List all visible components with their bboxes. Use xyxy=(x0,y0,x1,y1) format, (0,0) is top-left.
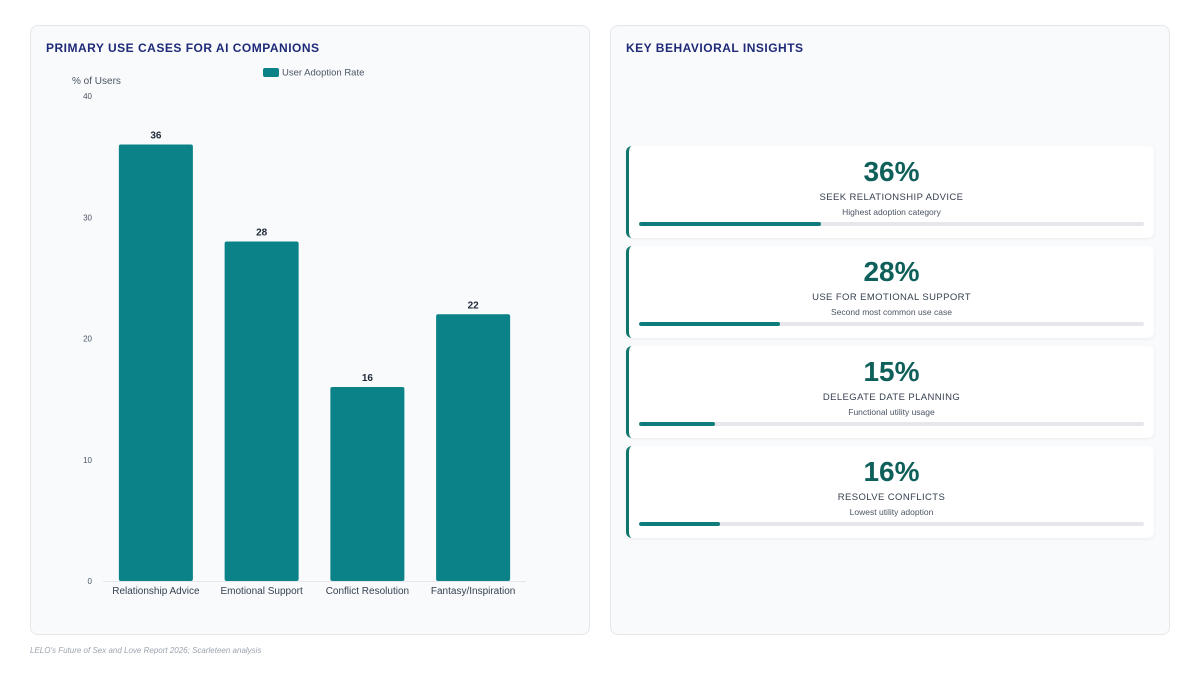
chart-panel: User Adoption Rate % of Users 0 10 20 30 40 36 R… xyxy=(30,25,590,635)
progress-track xyxy=(639,222,1144,226)
progress-track xyxy=(639,522,1144,526)
insight-subtext: Second most common use case xyxy=(831,307,952,317)
x-tick-label: Emotional Support xyxy=(220,586,302,597)
insight-card: 36% SEEK RELATIONSHIP ADVICE Highest ado… xyxy=(626,146,1154,238)
y-tick-label: 0 xyxy=(88,577,93,586)
insight-subtext: Functional utility usage xyxy=(848,407,935,417)
legend-label: User Adoption Rate xyxy=(282,68,364,79)
data-label: 28 xyxy=(256,228,268,239)
insight-subtext: Lowest utility adoption xyxy=(849,507,934,517)
legend-swatch xyxy=(263,68,279,77)
bar xyxy=(330,387,405,581)
bar xyxy=(118,144,193,581)
data-label: 16 xyxy=(362,373,374,384)
insight-value: 28% xyxy=(863,256,920,287)
insight-subtext: Highest adoption category xyxy=(842,207,941,217)
progress-fill xyxy=(639,222,821,226)
bar-chart: User Adoption Rate % of Users 0 10 20 30 40 36 R… xyxy=(72,68,526,597)
source-note: LELO's Future of Sex and Love Report 202… xyxy=(30,646,262,655)
insights-panel: KEY BEHAVIORAL INSIGHTS 36% SEEK RELATIO… xyxy=(610,25,1170,635)
insight-value: 36% xyxy=(863,156,920,187)
progress-track xyxy=(639,322,1144,326)
insight-label: DELEGATE DATE PLANNING xyxy=(822,392,961,403)
y-tick-label: 30 xyxy=(83,213,92,222)
chart-panel-title: PRIMARY USE CASES FOR AI COMPANIONS xyxy=(46,41,320,55)
y-tick-label: 40 xyxy=(83,92,92,101)
insight-label: RESOLVE CONFLICTS xyxy=(837,492,946,503)
bar xyxy=(224,241,299,581)
data-label: 22 xyxy=(468,300,480,311)
insight-label: SEEK RELATIONSHIP ADVICE xyxy=(819,192,964,203)
insights-panel-title: KEY BEHAVIORAL INSIGHTS xyxy=(626,41,804,55)
insight-card: 15% DELEGATE DATE PLANNING Functional ut… xyxy=(626,346,1154,438)
progress-fill xyxy=(639,322,781,326)
y-axis-label: % of Users xyxy=(72,76,121,87)
y-tick-label: 10 xyxy=(83,456,92,465)
data-label: 36 xyxy=(150,131,162,142)
y-tick-label: 20 xyxy=(83,335,92,344)
insight-value: 16% xyxy=(863,456,920,487)
x-tick-label: Conflict Resolution xyxy=(326,586,409,597)
insight-value: 15% xyxy=(863,356,920,387)
x-tick-label: Fantasy/Inspiration xyxy=(431,586,516,597)
progress-fill xyxy=(639,522,720,526)
insight-label: USE FOR EMOTIONAL SUPPORT xyxy=(812,292,971,303)
progress-fill xyxy=(639,422,715,426)
bar xyxy=(436,314,511,581)
insight-card: 16% RESOLVE CONFLICTS Lowest utility ado… xyxy=(626,446,1154,538)
insight-card: 28% USE FOR EMOTIONAL SUPPORT Second mos… xyxy=(626,246,1154,338)
x-tick-label: Relationship Advice xyxy=(112,586,200,597)
progress-track xyxy=(639,422,1144,426)
